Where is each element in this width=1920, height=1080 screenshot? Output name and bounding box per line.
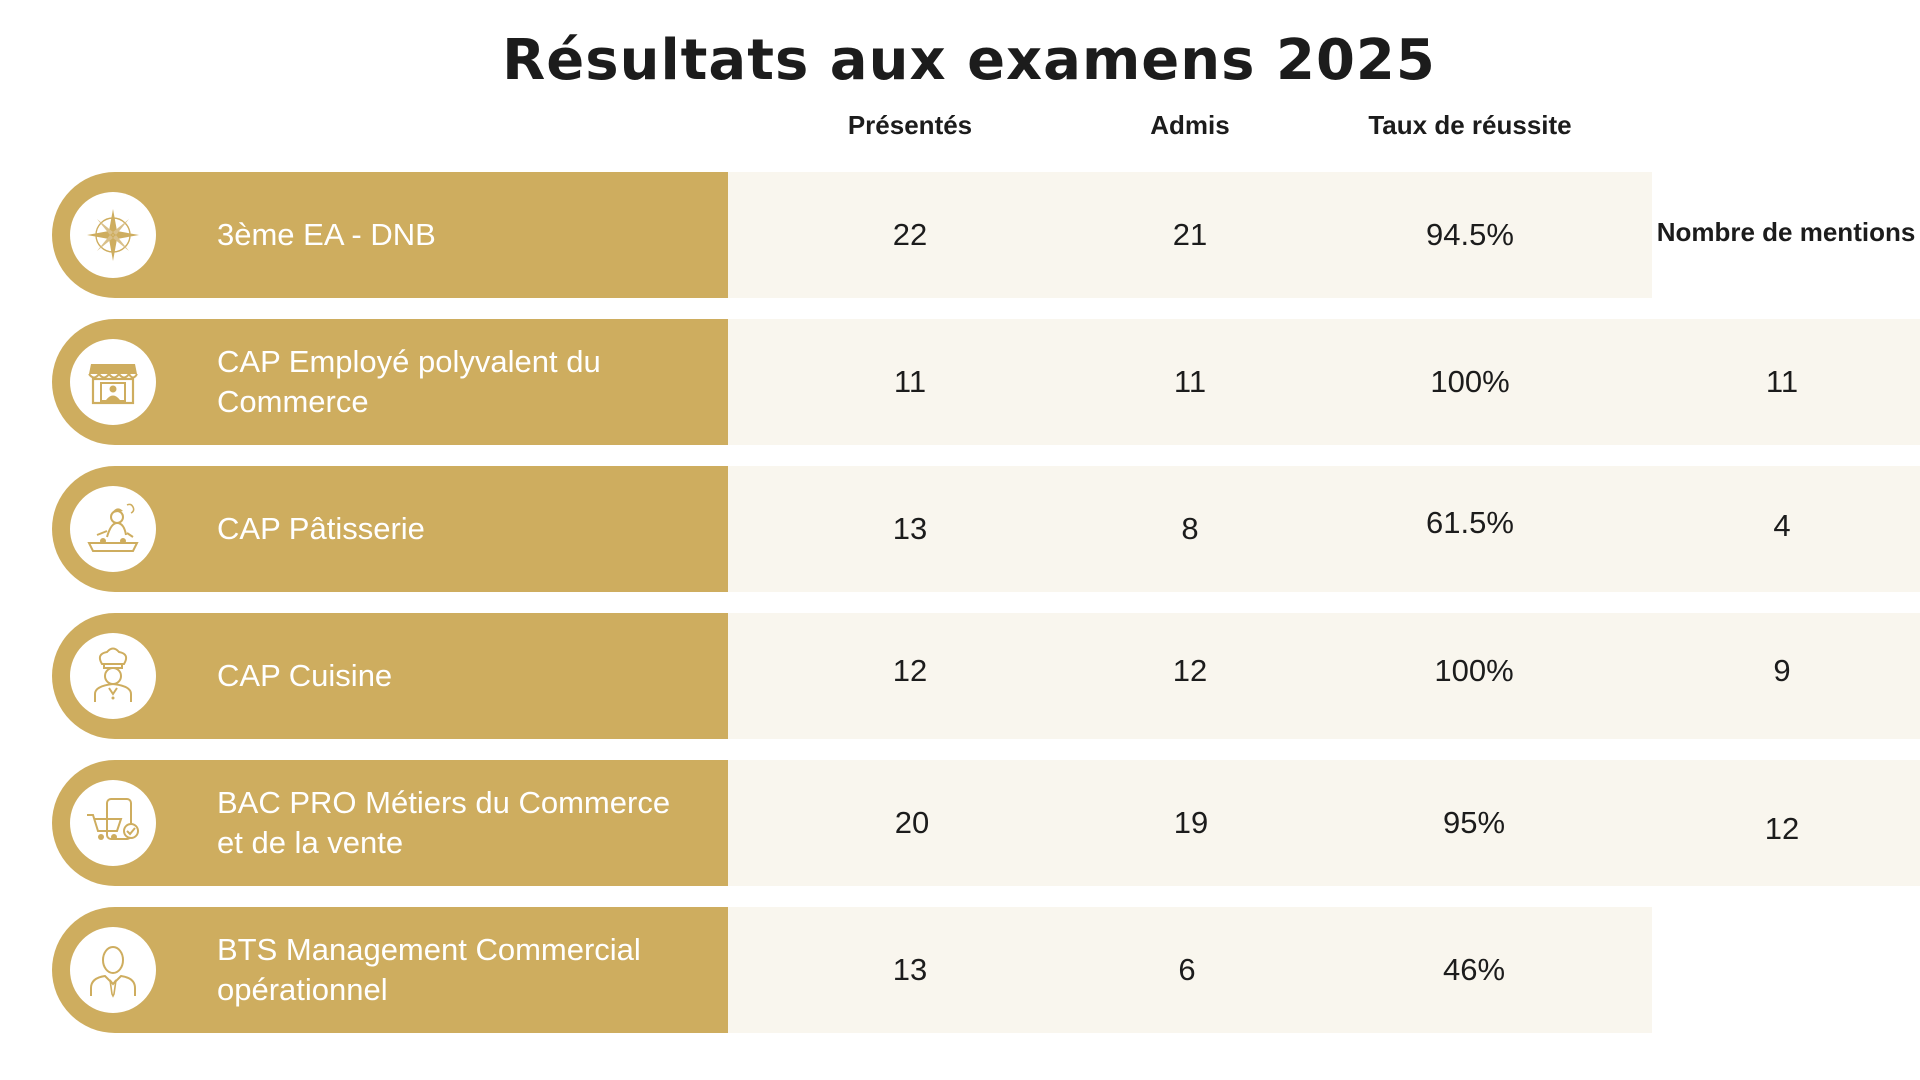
icon-badge bbox=[70, 633, 156, 719]
cell-mentions: 11 bbox=[1765, 364, 1799, 399]
cell-presentes: 13 bbox=[892, 952, 928, 987]
cell-presentes: 11 bbox=[893, 364, 927, 399]
icon-badge bbox=[70, 486, 156, 572]
row-label-pill bbox=[52, 466, 728, 592]
chef-icon bbox=[94, 647, 132, 702]
row-label: BTS Management Commercial opérationnel bbox=[217, 932, 641, 1007]
row-label: CAP Cuisine bbox=[217, 658, 393, 693]
row-background bbox=[724, 319, 1920, 445]
cell-admis: 19 bbox=[1173, 805, 1209, 840]
row-label: BAC PRO Métiers du Commerce et de la ven… bbox=[217, 785, 671, 860]
icon-badge bbox=[70, 339, 156, 425]
compass-icon bbox=[87, 209, 139, 261]
cell-taux: 61.5% bbox=[1426, 505, 1514, 540]
row-label: 3ème EA - DNB bbox=[217, 217, 436, 252]
cell-mentions: 12 bbox=[1764, 811, 1800, 846]
cell-mentions: 4 bbox=[1773, 508, 1791, 543]
row-background bbox=[724, 466, 1920, 592]
cell-admis: 21 bbox=[1172, 217, 1208, 252]
header-admis: Admis bbox=[1150, 110, 1230, 140]
header-nombre-de-mentions: Nombre de mentions bbox=[1656, 217, 1916, 247]
row-background bbox=[724, 760, 1920, 886]
pastry-chef-icon bbox=[87, 503, 139, 552]
row-label-pill bbox=[52, 907, 728, 1033]
storefront-icon bbox=[88, 364, 138, 405]
row-label-pill bbox=[52, 319, 728, 445]
icon-badge bbox=[70, 927, 156, 1013]
row-label: CAP Pâtisserie bbox=[217, 511, 425, 546]
header-presentes: Présentés bbox=[847, 110, 973, 140]
cell-taux: 95% bbox=[1442, 805, 1506, 840]
businessman-icon bbox=[90, 946, 136, 998]
cell-taux: 94.5% bbox=[1426, 217, 1514, 252]
header-taux-de-reussite: Taux de réussite bbox=[1368, 110, 1572, 140]
cell-admis: 6 bbox=[1178, 952, 1196, 987]
cell-presentes: 12 bbox=[892, 653, 928, 688]
cell-admis: 8 bbox=[1181, 511, 1199, 546]
cell-taux: 46% bbox=[1442, 952, 1506, 987]
cell-taux: 100% bbox=[1430, 364, 1510, 399]
cell-mentions: 9 bbox=[1773, 653, 1791, 688]
cell-presentes: 13 bbox=[892, 511, 928, 546]
row-label-pill bbox=[52, 172, 728, 298]
row-background bbox=[724, 613, 1920, 739]
shopping-cart-phone-icon bbox=[87, 798, 139, 840]
row-label-pill bbox=[52, 613, 728, 739]
row-background bbox=[724, 172, 1652, 298]
row-label: CAP Employé polyvalent du Commerce bbox=[217, 344, 601, 419]
cell-admis: 12 bbox=[1172, 653, 1208, 688]
page-title: Résultats aux examens 2025 bbox=[502, 28, 1436, 93]
row-label-pill bbox=[52, 760, 728, 886]
icon-badge bbox=[70, 192, 156, 278]
cell-presentes: 20 bbox=[894, 805, 930, 840]
icon-badge bbox=[70, 780, 156, 866]
row-background bbox=[724, 907, 1652, 1033]
cell-admis: 11 bbox=[1173, 364, 1207, 399]
cell-presentes: 22 bbox=[892, 217, 928, 252]
cell-taux: 100% bbox=[1434, 653, 1514, 688]
